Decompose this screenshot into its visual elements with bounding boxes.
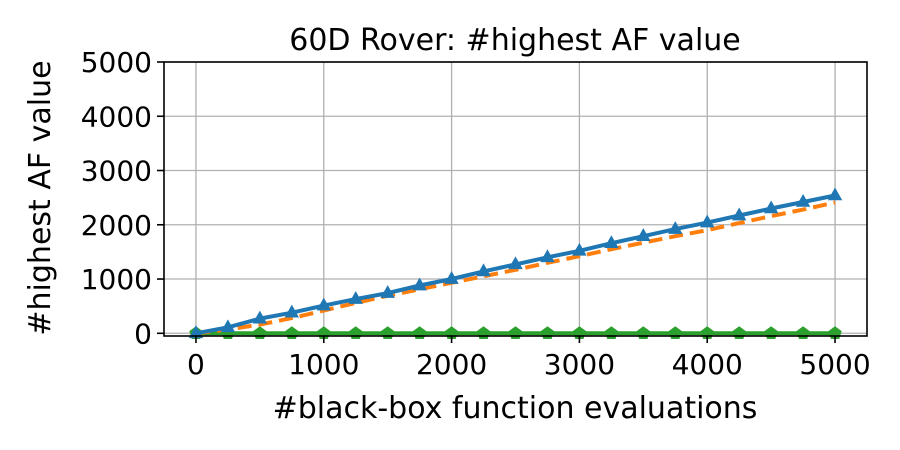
series-3-point	[413, 326, 427, 339]
x-tick-label: 1000	[288, 348, 359, 381]
y-tick-label: 3000	[81, 155, 152, 188]
series-1-point	[731, 207, 747, 221]
series-1-point	[763, 200, 779, 214]
series-1-point	[508, 256, 523, 270]
series-1-point	[412, 277, 427, 291]
x-tick-label: 0	[187, 348, 205, 381]
x-tick-label: 2000	[416, 348, 487, 381]
series-3-point	[764, 326, 778, 339]
series-1-point	[220, 319, 236, 333]
y-tick-label: 4000	[81, 100, 152, 133]
series-3-point	[668, 326, 682, 339]
series-1-point	[316, 297, 331, 311]
plot-series	[188, 187, 843, 339]
x-tick-label: 3000	[544, 348, 615, 381]
axis-ticks: 0 1000 2000 3000 4000 5000 0 1000 2000 3000 4000 50…	[81, 46, 871, 381]
series-3-point	[540, 326, 555, 339]
y-tick-label: 5000	[81, 46, 152, 79]
series-1-point	[380, 285, 395, 298]
plot-area-frame	[163, 61, 868, 337]
series-1-point	[188, 325, 204, 339]
series-1-point	[572, 242, 587, 256]
y-tick-label: 2000	[81, 209, 152, 242]
y-tick-label: 0	[134, 317, 152, 350]
series-1-point	[252, 310, 268, 324]
series-3-point	[476, 326, 491, 339]
series-1-point	[700, 214, 715, 228]
series-3	[189, 326, 842, 339]
x-tick-label: 5000	[799, 348, 870, 381]
series-1-point	[348, 291, 363, 304]
series-1-point	[284, 304, 300, 318]
series-3-point	[732, 326, 746, 339]
series-1-point	[444, 271, 459, 284]
series-3-point	[604, 326, 618, 339]
series-3-point	[636, 326, 650, 339]
series-3-point	[253, 326, 267, 339]
series-3-point	[508, 326, 523, 339]
grid	[164, 61, 867, 336]
x-axis-label: #black-box function evaluations	[273, 391, 758, 426]
series-1-point	[476, 263, 491, 277]
y-axis-label: #highest AF value	[23, 60, 58, 335]
series-3-point	[285, 326, 299, 339]
series-3-point	[349, 326, 363, 339]
series-2-line	[195, 200, 836, 336]
chart-title: 60D Rover: #highest AF value	[289, 23, 741, 58]
series-1-point	[540, 249, 555, 263]
series-1	[188, 187, 843, 339]
series-3-point	[381, 326, 395, 339]
series-1-point	[636, 228, 651, 241]
series-1-point	[668, 221, 683, 234]
series-1-point	[604, 235, 619, 249]
series-3-point	[796, 326, 810, 339]
x-tick-label: 4000	[672, 348, 743, 381]
y-tick-label: 1000	[81, 263, 152, 296]
series-2	[195, 200, 836, 336]
series-1-point	[795, 193, 811, 207]
series-1-point	[827, 187, 843, 201]
